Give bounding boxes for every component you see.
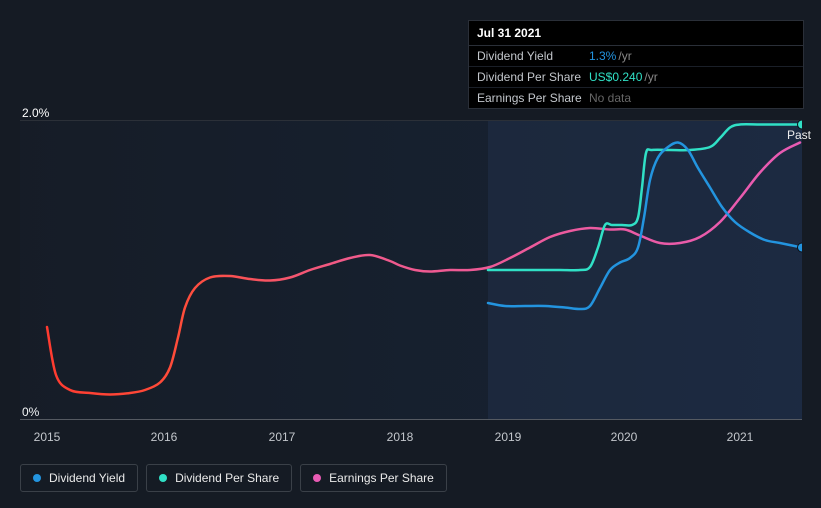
x-tick: 2016 — [151, 430, 178, 444]
legend-item[interactable]: Earnings Per Share — [300, 464, 447, 492]
tooltip-row-label: Dividend Yield — [477, 49, 589, 63]
legend-item-label: Dividend Per Share — [175, 471, 279, 485]
tooltip-row-label: Earnings Per Share — [477, 91, 589, 105]
tooltip-row-value: 1.3%/yr — [589, 49, 632, 63]
tooltip-date: Jul 31 2021 — [469, 21, 803, 46]
x-tick: 2021 — [727, 430, 754, 444]
x-tick: 2015 — [34, 430, 61, 444]
tooltip-row-value: US$0.240/yr — [589, 70, 658, 84]
x-tick: 2019 — [495, 430, 522, 444]
chart-tooltip: Jul 31 2021 Dividend Yield1.3%/yrDividen… — [468, 20, 804, 109]
x-tick: 2020 — [611, 430, 638, 444]
legend-item[interactable]: Dividend Per Share — [146, 464, 292, 492]
legend-dot-icon — [159, 474, 167, 482]
tooltip-row-value: No data — [589, 91, 631, 105]
x-tick: 2017 — [269, 430, 296, 444]
legend-dot-icon — [313, 474, 321, 482]
chart-container: Jul 31 2021 Dividend Yield1.3%/yrDividen… — [0, 0, 821, 508]
plot-area[interactable] — [20, 120, 802, 420]
past-region-label: Past — [787, 128, 811, 142]
tooltip-row: Dividend Per ShareUS$0.240/yr — [469, 67, 803, 88]
legend-item-label: Dividend Yield — [49, 471, 125, 485]
legend: Dividend Yield Dividend Per Share Earnings… — [20, 464, 447, 492]
legend-item-label: Earnings Per Share — [329, 471, 434, 485]
tooltip-row: Earnings Per ShareNo data — [469, 88, 803, 108]
x-tick: 2018 — [387, 430, 414, 444]
y-axis-max-label: 2.0% — [22, 106, 49, 120]
legend-dot-icon — [33, 474, 41, 482]
x-axis: 2015 2016 2017 2018 2019 2020 2021 — [20, 430, 802, 450]
legend-item[interactable]: Dividend Yield — [20, 464, 138, 492]
tooltip-row-label: Dividend Per Share — [477, 70, 589, 84]
tooltip-row: Dividend Yield1.3%/yr — [469, 46, 803, 67]
